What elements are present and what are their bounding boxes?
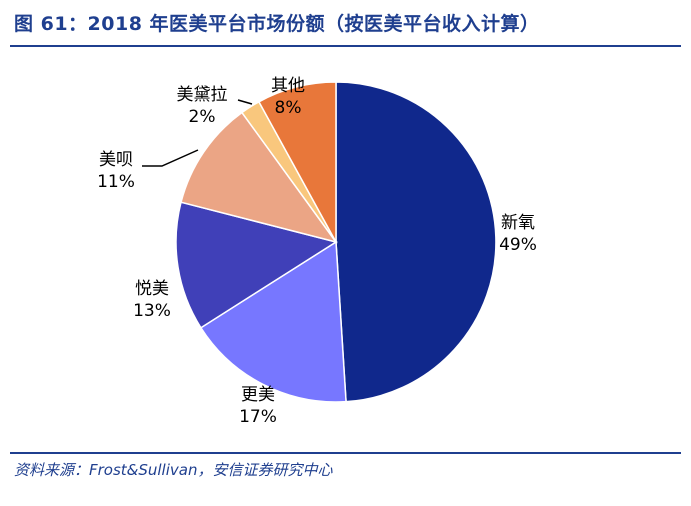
slice-value-label: 17% bbox=[239, 407, 277, 427]
slice-name-label: 新氧 bbox=[501, 213, 535, 233]
leader-line bbox=[142, 149, 199, 167]
slice-name-label: 美黛拉 bbox=[177, 85, 228, 105]
pie-slice-2 bbox=[199, 240, 347, 403]
pie-slice-4 bbox=[180, 111, 338, 244]
source-note: 资料来源：Frost&Sullivan，安信证券研究中心 bbox=[14, 461, 333, 479]
leader-lines bbox=[142, 99, 253, 167]
pie-slice-6 bbox=[257, 81, 337, 243]
pie-slice-3 bbox=[175, 201, 338, 329]
pie-slices bbox=[175, 81, 497, 403]
slice-value-label: 11% bbox=[97, 172, 135, 192]
slice-value-label: 13% bbox=[133, 301, 171, 321]
slice-name-label: 悦美 bbox=[135, 279, 169, 299]
leader-line bbox=[237, 99, 253, 105]
source-divider bbox=[10, 452, 681, 454]
figure-title: 图 61：2018 年医美平台市场份额（按医美平台收入计算） bbox=[14, 13, 540, 35]
slice-value-label: 2% bbox=[189, 107, 216, 127]
slice-name-label: 美呗 bbox=[99, 150, 133, 170]
title-divider bbox=[10, 45, 681, 47]
slice-value-label: 49% bbox=[499, 235, 537, 255]
pie-slice-1 bbox=[335, 81, 497, 403]
slice-name-label: 更美 bbox=[241, 385, 275, 405]
slice-name-label: 其他 bbox=[271, 76, 305, 96]
slice-value-label: 8% bbox=[275, 98, 302, 118]
